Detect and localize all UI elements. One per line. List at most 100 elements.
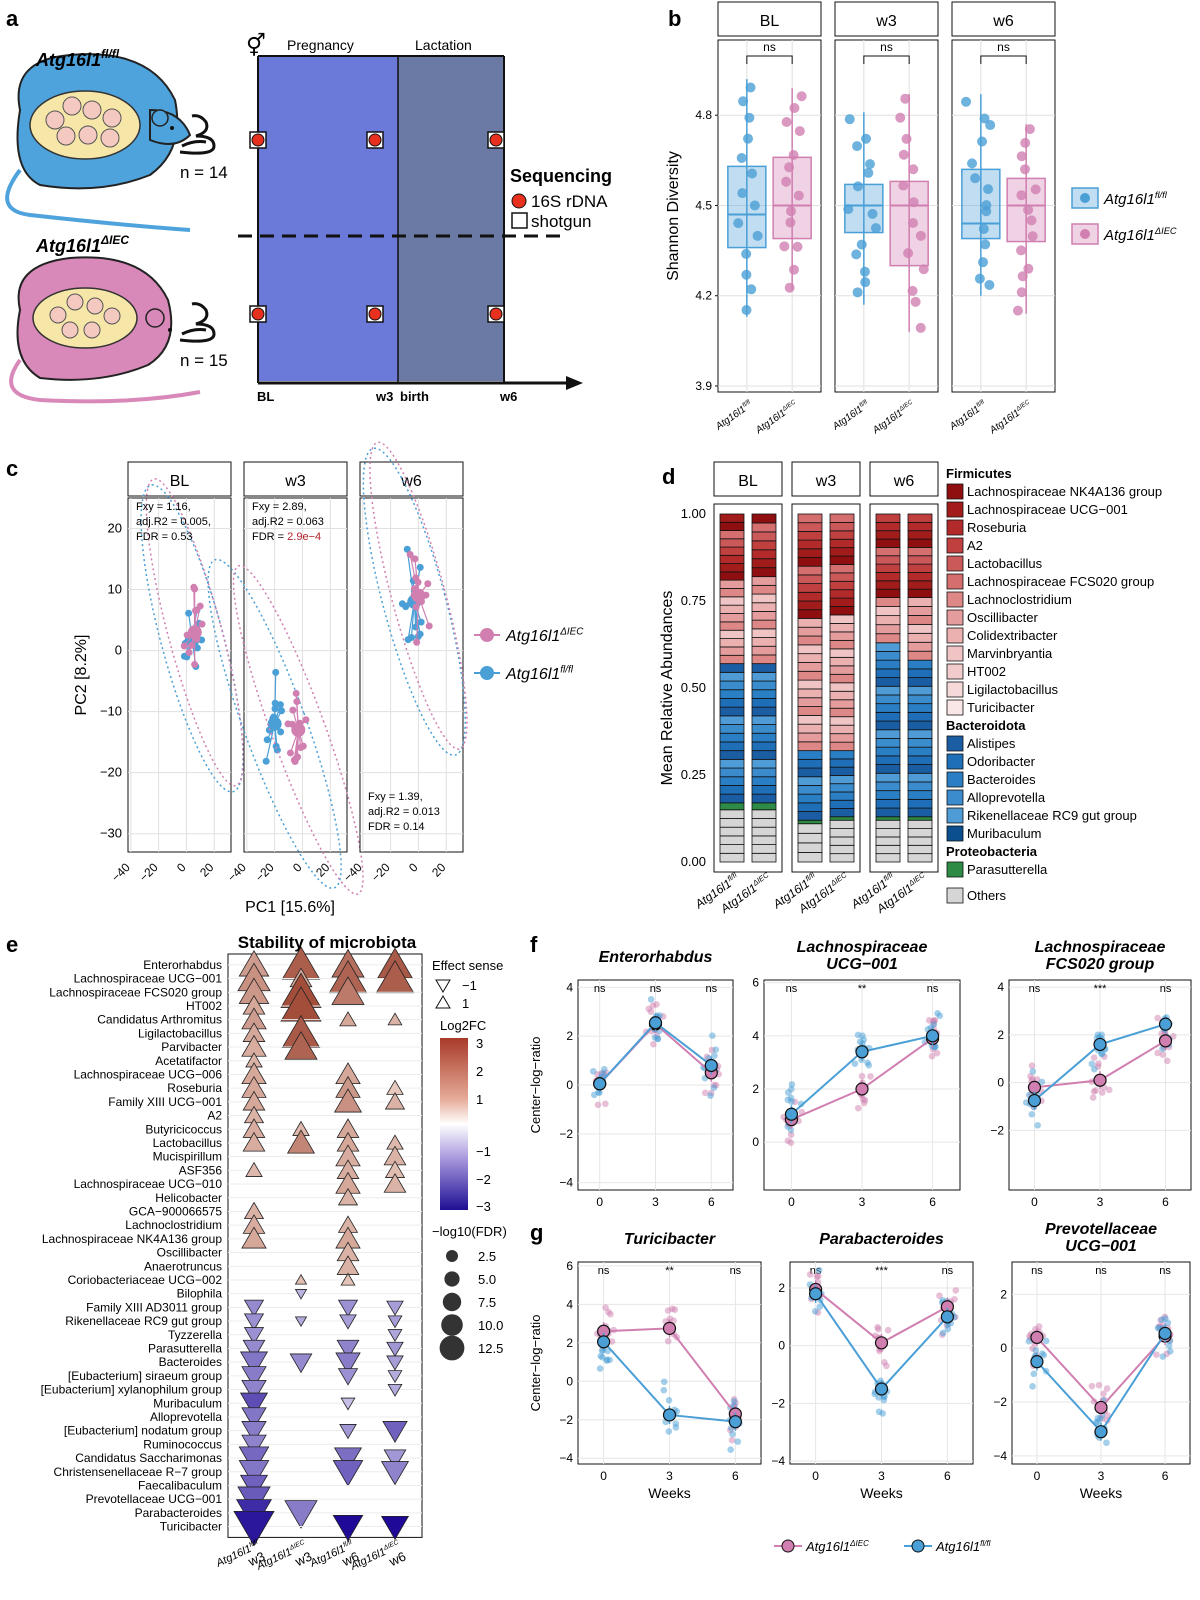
bar-segment: [719, 538, 745, 548]
bar-segment: [907, 790, 933, 800]
legend-swatch: [946, 519, 964, 536]
data-point: [190, 583, 198, 591]
timeline-tick-bl: BL: [257, 389, 274, 404]
data-point: [196, 602, 204, 610]
row-label: Ruminococcus: [143, 1437, 222, 1451]
legend-size-circle: [441, 1314, 463, 1336]
colorbar-tick: 1: [476, 1092, 483, 1107]
data-point: [416, 563, 424, 571]
significance-bracket: [863, 55, 910, 64]
x-tick-label: −20: [136, 860, 161, 885]
mouse-diec-illustration: [9, 256, 201, 404]
bar-segment: [719, 588, 745, 598]
bar-segment: [875, 521, 901, 532]
bar-segment: [875, 597, 901, 607]
bar-segment: [829, 673, 855, 684]
bar-segment: [751, 567, 777, 578]
data-point: [867, 1073, 874, 1080]
bar-segment: [829, 580, 855, 591]
data-point: [590, 1091, 598, 1099]
data-point: [1095, 1381, 1103, 1389]
data-point: [879, 1410, 886, 1417]
bar-segment: [875, 828, 901, 838]
bar-segment: [751, 619, 777, 630]
row-label: Lachnoclostridium: [125, 1218, 222, 1232]
data-point: [784, 282, 795, 293]
data-point: [814, 1272, 822, 1280]
stat-r2: adj.R2 = 0.063: [252, 516, 324, 528]
bar-segment: [719, 802, 745, 811]
data-point: [660, 1386, 668, 1394]
legend-swatch: [946, 591, 964, 608]
plot-area: [243, 497, 348, 853]
effect-triangle: [335, 1352, 361, 1375]
data-point: [844, 114, 855, 125]
data-point: [932, 1043, 939, 1051]
x-tick-label: 0: [1034, 1469, 1041, 1483]
facet-label: w6: [992, 13, 1014, 30]
y-tick-label: 0.00: [681, 854, 706, 869]
bar-segment: [875, 711, 901, 722]
bar-segment: [751, 628, 777, 638]
effect-triangle: [294, 1273, 308, 1285]
data-point: [1098, 1089, 1106, 1096]
y-tick-label: 1.00: [681, 506, 706, 521]
panel-title: UCG−001: [1065, 1238, 1137, 1255]
data-point: [895, 112, 906, 123]
row-label: Lachnospiraceae UCG−006: [74, 1067, 223, 1081]
bar-segment: [829, 724, 855, 735]
panel-title: Lachnospiraceae: [1035, 939, 1166, 956]
data-point: [744, 112, 755, 123]
panel-title: UCG−001: [826, 956, 898, 973]
data-point: [709, 1032, 716, 1039]
data-point: [425, 622, 433, 630]
mouse-flfl-n: n = 14: [180, 163, 228, 182]
x-tick-label: 3: [652, 1195, 659, 1209]
mean-point: [648, 1016, 663, 1030]
effect-triangle: [284, 1031, 318, 1060]
data-point: [867, 208, 878, 219]
data-point: [859, 266, 870, 277]
legend-swatch: [946, 699, 964, 716]
legend-label: Lachnospiraceae UCG−001: [967, 502, 1128, 517]
bar-segment: [797, 626, 823, 637]
bar-segment: [797, 565, 823, 576]
bar-segment: [875, 659, 901, 670]
bar-segment: [907, 677, 933, 687]
panel-label-f: f: [530, 932, 538, 957]
legend-swatch: [946, 483, 964, 500]
confidence-ellipse: [207, 558, 342, 889]
data-point: [794, 126, 805, 137]
timeline-tick-w6: w6: [499, 389, 517, 404]
bar-segment: [797, 732, 823, 743]
data-point: [816, 1303, 824, 1310]
bar-segment: [719, 530, 745, 540]
data-point: [1103, 1385, 1111, 1392]
bar-segment: [907, 828, 933, 838]
bar-segment: [875, 538, 901, 548]
row-label: A2: [207, 1109, 222, 1123]
x-tick-label: Atg16l1ΔIEC: [870, 398, 918, 436]
effect-triangle: [380, 1461, 410, 1486]
data-point: [863, 167, 874, 178]
bar-segment: [751, 513, 777, 524]
data-point: [1022, 1099, 1030, 1106]
data-point: [672, 1424, 680, 1431]
data-point: [650, 1040, 657, 1048]
y-tick-label: 2: [1000, 1287, 1007, 1301]
data-point: [749, 200, 760, 211]
data-point: [1154, 1049, 1161, 1057]
legend-size-circle: [446, 1250, 458, 1262]
bar-segment: [751, 767, 777, 778]
legend-label: A2: [967, 538, 983, 553]
row-label: [Eubacterium] siraeum group: [68, 1369, 222, 1383]
x-tick-label: Atg16l1ΔIEC: [753, 398, 801, 436]
bar-segment: [829, 555, 855, 565]
data-point: [664, 1337, 672, 1345]
data-point: [1042, 1337, 1050, 1345]
legend-swatch: [946, 555, 964, 572]
row-label: Bacteroides: [159, 1355, 222, 1369]
data-point: [861, 133, 872, 144]
x-tick-label: −20: [368, 860, 393, 885]
data-point: [277, 728, 285, 736]
